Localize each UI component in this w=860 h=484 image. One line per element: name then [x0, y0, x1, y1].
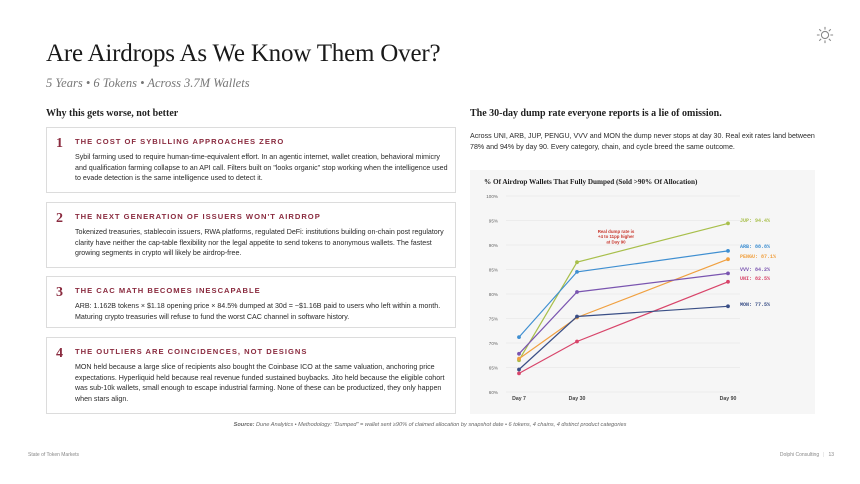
series-end-label-uni: UNI: 82.5% — [740, 276, 770, 282]
source-note: Source: Dune Analytics • Methodology: "D… — [0, 422, 860, 428]
right-section-heading: The 30-day dump rate everyone reports is… — [470, 108, 722, 119]
y-tick-label: 80% — [489, 292, 498, 297]
data-point-jup — [575, 260, 579, 265]
card-number: 4 — [56, 346, 63, 361]
card-body: Tokenized treasuries, stablecoin issuers… — [75, 228, 444, 258]
data-point-mon — [726, 304, 730, 309]
y-tick-label: 100% — [486, 194, 498, 199]
data-point-vvv — [726, 271, 730, 276]
series-end-label-pengu: PENGU: 87.1% — [740, 254, 776, 260]
footer-separator: | — [823, 452, 825, 458]
page-subtitle: 5 Years • 6 Tokens • Across 3.7M Wallets — [46, 76, 250, 90]
data-point-uni — [517, 371, 521, 376]
reason-card-4: 4 The outliers are coincidences, not des… — [46, 337, 456, 414]
series-end-label-jup: JUP: 94.4% — [740, 218, 770, 224]
y-tick-label: 70% — [489, 341, 498, 346]
card-title: The next generation of issuers won't air… — [75, 212, 321, 221]
card-title: The outliers are coincidences, not desig… — [75, 347, 308, 356]
source-text: Dune Analytics • Methodology: "Dumped" =… — [256, 422, 627, 428]
x-tick-label: Day 7 — [512, 396, 526, 402]
sun-gear-icon — [816, 26, 834, 44]
right-section-body: Across UNI, ARB, JUP, PENGU, VVV and MON… — [470, 132, 815, 151]
y-tick-label: 95% — [489, 219, 498, 224]
data-point-mon — [575, 314, 579, 319]
card-body: Sybil farming used to require human-time… — [75, 153, 448, 183]
card-number: 3 — [56, 285, 63, 300]
data-point-vvv — [575, 290, 579, 294]
x-tick-label: Day 30 — [569, 396, 586, 402]
reason-card-1: 1 The cost of sybilling approaches zero … — [46, 127, 456, 193]
chart-canvas: % Of Airdrop Wallets That Fully Dumped (… — [484, 178, 776, 402]
y-tick-label: 60% — [489, 390, 498, 395]
series-line-uni — [518, 281, 729, 374]
footer-report-name: State of Token Markets — [28, 452, 80, 458]
card-number: 2 — [56, 211, 63, 226]
annotation-line: at Day 90 — [606, 239, 626, 244]
y-tick-label: 75% — [489, 317, 498, 322]
data-point-jup — [726, 221, 730, 226]
chart-title: % Of Airdrop Wallets That Fully Dumped (… — [484, 178, 698, 186]
footer-company: Dolphi Consulting — [779, 452, 820, 458]
y-tick-label: 90% — [489, 243, 498, 248]
footer-page-info: Dolphi Consulting | 13 — [780, 452, 834, 458]
reason-card-2: 2 The next generation of issuers won't a… — [46, 202, 456, 268]
chart-annotation: Real dump rate is +4 to 11pp higher at Day… — [598, 229, 635, 244]
data-point-uni — [726, 279, 730, 284]
dump-rate-chart: % Of Airdrop Wallets That Fully Dumped (… — [470, 170, 815, 414]
annotation-line: +4 to 11pp higher — [598, 234, 635, 239]
data-point-pengu — [726, 257, 730, 262]
y-tick-label: 65% — [489, 366, 498, 371]
source-label: Source: — [233, 422, 255, 428]
data-point-arb — [517, 335, 521, 339]
series-end-label-arb: ARB: 88.8% — [740, 244, 770, 250]
page-title: Are Airdrops As We Know Them Over? — [46, 40, 441, 67]
data-point-uni — [575, 339, 579, 344]
y-tick-label: 85% — [489, 268, 498, 273]
data-point-mon — [517, 367, 521, 372]
data-point-arb — [575, 270, 579, 274]
series-line-mon — [518, 305, 729, 370]
annotation-line: Real dump rate is — [598, 229, 635, 234]
reason-card-3: 3 The CAC math becomes inescapable ARB: … — [46, 276, 456, 328]
left-section-heading: Why this gets worse, not better — [46, 108, 179, 119]
card-body: MON held because a large slice of recipi… — [75, 363, 445, 403]
card-title: The cost of sybilling approaches zero — [75, 137, 285, 146]
series-end-label-mon: MON: 77.5% — [740, 302, 770, 308]
data-point-vvv — [517, 351, 521, 356]
data-point-arb — [726, 249, 730, 253]
page-number: 13 — [828, 452, 834, 458]
card-title: The CAC math becomes inescapable — [75, 286, 261, 295]
data-point-pengu — [517, 356, 521, 361]
card-body: ARB: 1.162B tokens × $1.18 opening price… — [75, 302, 441, 321]
x-tick-label: Day 90 — [720, 396, 737, 402]
card-number: 1 — [56, 136, 63, 151]
series-end-label-vvv: VVV: 84.2% — [740, 267, 770, 273]
